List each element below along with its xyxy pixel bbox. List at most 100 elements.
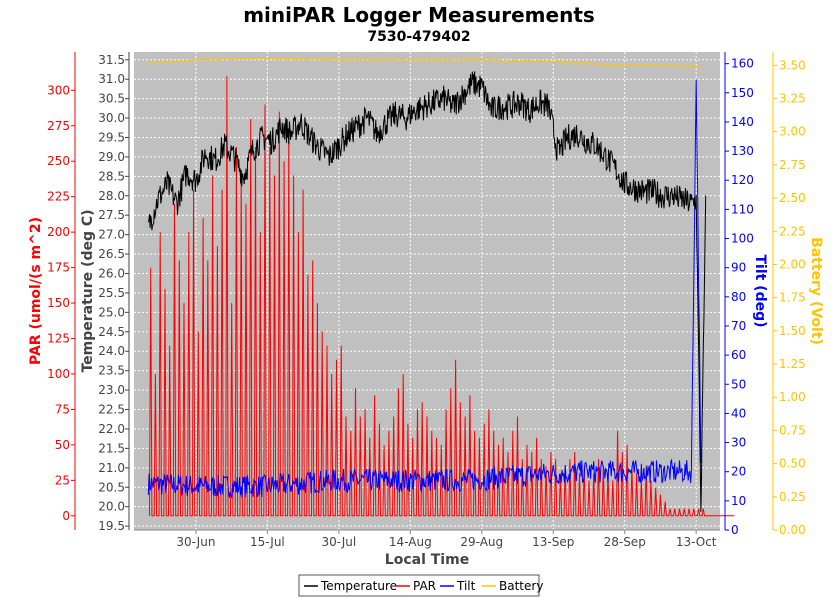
par-series	[149, 76, 735, 517]
battery-axis-tick-label: 0.00	[779, 523, 806, 537]
legend: Temperature PAR Tilt Battery	[298, 574, 543, 597]
x-tick-label: 15-Jul	[250, 535, 285, 549]
par-axis-tick-label: 250	[47, 154, 70, 168]
par-axis-tick-label: 100	[47, 367, 70, 381]
tilt-axis-tick-label: 130	[731, 144, 754, 158]
temperature-series	[147, 71, 707, 512]
temperature-axis-tick-label: 19.5	[98, 519, 125, 533]
battery-axis: 0.00 0.25 0.50 0.75 1.00 1.25 1.50 1.75 2.00 2.25…	[772, 52, 806, 537]
temperature-axis-tick-label: 21.5	[98, 441, 125, 455]
par-axis-tick-label: 275	[47, 119, 70, 133]
x-tick-label: 30-Jul	[321, 535, 356, 549]
temperature-axis-tick-label: 26.5	[98, 247, 125, 261]
legend-label-temperature: Temperature	[320, 579, 397, 593]
chart-title: miniPAR Logger Measurements	[243, 3, 595, 27]
x-tick-label: 28-Sep	[604, 535, 646, 549]
battery-axis-tick-label: 0.50	[779, 457, 806, 471]
tilt-line	[147, 79, 702, 499]
temperature-axis-tick-label: 23.0	[98, 383, 125, 397]
par-axis-tick-label: 75	[55, 402, 70, 416]
tilt-series	[147, 79, 702, 499]
temperature-axis: 19.5 20.0 20.5 21.0 21.5 22.0 22.5 23.0 23.5 24.0…	[98, 52, 130, 533]
temperature-axis-tick-label: 28.5	[98, 169, 125, 183]
tilt-axis-tick-label: 30	[731, 436, 746, 450]
temperature-axis-tick-label: 25.5	[98, 286, 125, 300]
par-axis-tick-label: 225	[47, 190, 70, 204]
legend-label-tilt: Tilt	[456, 579, 476, 593]
battery-line	[148, 57, 702, 68]
x-tick-label: 13-Oct	[676, 535, 717, 549]
battery-series	[148, 57, 702, 68]
tilt-axis-tick-label: 120	[731, 173, 754, 187]
temperature-axis-tick-label: 26.0	[98, 267, 125, 281]
x-axis-label: Local Time	[385, 552, 469, 568]
tilt-axis-tick-label: 160	[731, 57, 754, 71]
temperature-axis-tick-label: 21.0	[98, 461, 125, 475]
temperature-line	[147, 71, 707, 512]
par-axis-tick-label: 0	[62, 509, 70, 523]
x-tick-label: 13-Sep	[532, 535, 574, 549]
temperature-axis-tick-label: 24.0	[98, 344, 125, 358]
tilt-axis-tick-label: 0	[731, 523, 739, 537]
tilt-axis-tick-label: 50	[731, 377, 746, 391]
temperature-axis-tick-label: 31.0	[98, 72, 125, 86]
temperature-axis-tick-label: 30.5	[98, 92, 125, 106]
tilt-axis-label: Tilt (deg)	[752, 254, 768, 327]
battery-axis-tick-label: 1.00	[779, 390, 806, 404]
battery-axis-tick-label: 3.25	[779, 91, 806, 105]
par-axis-tick-label: 50	[55, 438, 70, 452]
x-tick-label: 14-Aug	[389, 535, 432, 549]
tilt-axis-tick-label: 70	[731, 319, 746, 333]
temperature-axis-tick-label: 22.5	[98, 403, 125, 417]
battery-axis-tick-label: 2.75	[779, 158, 806, 172]
par-axis-tick-label: 150	[47, 296, 70, 310]
tilt-axis-tick-label: 90	[731, 261, 746, 275]
x-axis: 30-Jun 15-Jul 30-Jul 14-Aug 29-Aug 13-Sep 28-S…	[134, 529, 720, 549]
par-axis: 0 25 50 75 100 125 150 175 200 225 250 275 300	[47, 52, 76, 530]
par-axis-tick-label: 125	[47, 332, 70, 346]
battery-axis-tick-label: 1.75	[779, 291, 806, 305]
x-tick-label: 29-Aug	[460, 535, 503, 549]
temperature-axis-tick-label: 24.5	[98, 325, 125, 339]
par-axis-tick-label: 25	[55, 473, 70, 487]
battery-axis-tick-label: 0.25	[779, 490, 806, 504]
x-tick-label: 30-Jun	[176, 535, 215, 549]
battery-axis-label: Battery (Volt)	[808, 237, 824, 345]
par-axis-tick-label: 200	[47, 225, 70, 239]
tilt-axis-tick-label: 10	[731, 494, 746, 508]
tilt-axis-tick-label: 40	[731, 406, 746, 420]
temperature-axis-tick-label: 22.0	[98, 422, 125, 436]
temperature-axis-tick-label: 20.5	[98, 480, 125, 494]
tilt-axis-tick-label: 140	[731, 115, 754, 129]
par-axis-label: PAR (umol/(s m^2)	[28, 217, 44, 365]
temperature-axis-tick-label: 27.5	[98, 208, 125, 222]
battery-axis-tick-label: 0.75	[779, 423, 806, 437]
temperature-axis-tick-label: 20.0	[98, 500, 125, 514]
battery-axis-tick-label: 1.25	[779, 357, 806, 371]
tilt-axis-tick-label: 80	[731, 290, 746, 304]
temperature-axis-tick-label: 31.5	[98, 53, 125, 67]
par-axis-tick-label: 300	[47, 83, 70, 97]
legend-label-par: PAR	[413, 579, 436, 593]
tilt-axis-tick-label: 150	[731, 86, 754, 100]
battery-axis-tick-label: 1.50	[779, 324, 806, 338]
temperature-axis-tick-label: 23.5	[98, 364, 125, 378]
legend-label-battery: Battery	[499, 579, 543, 593]
temperature-axis-tick-label: 27.0	[98, 228, 125, 242]
par-axis-tick-label: 175	[47, 261, 70, 275]
battery-axis-tick-label: 2.25	[779, 224, 806, 238]
temperature-axis-tick-label: 25.0	[98, 305, 125, 319]
par-line	[149, 76, 735, 517]
battery-axis-tick-label: 2.50	[779, 191, 806, 205]
tilt-axis-tick-label: 100	[731, 232, 754, 246]
legend-box	[298, 574, 540, 597]
tilt-axis-tick-label: 60	[731, 348, 746, 362]
temperature-axis-tick-label: 30.0	[98, 111, 125, 125]
battery-axis-tick-label: 3.50	[779, 58, 806, 72]
battery-axis-tick-label: 2.00	[779, 257, 806, 271]
tilt-axis: 0 10 20 30 40 50 60 70 80 90 100 110 120 130 140 150 160	[724, 52, 754, 537]
tilt-axis-tick-label: 20	[731, 465, 746, 479]
chart-subtitle: 7530-479402	[367, 29, 470, 45]
tilt-axis-tick-label: 110	[731, 202, 754, 216]
